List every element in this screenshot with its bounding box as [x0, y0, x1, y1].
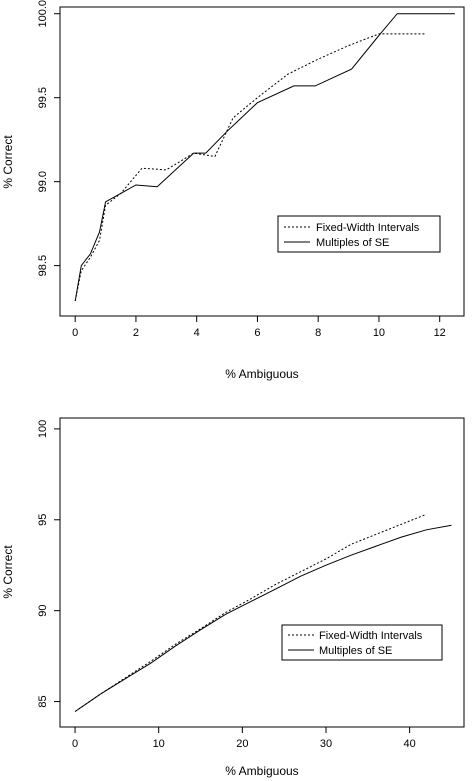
x-axis-label-2: % Ambiguous — [225, 764, 298, 778]
x-axis-label-1: % Ambiguous — [225, 367, 298, 381]
y-axis-1: 98.5 99.0 99.5 100.0 — [37, 0, 60, 276]
legend-1: Fixed-Width Intervals Multiples of SE — [277, 215, 441, 253]
legend-label-multiples-se-1: Multiples of SE — [316, 237, 389, 249]
x-tick-label-1-5: 10 — [373, 327, 385, 339]
series-line-2-fixed-width — [74, 513, 427, 712]
x-tick-label-2-2: 20 — [236, 738, 248, 750]
legend-label-fixed-width-1: Fixed-Width Intervals — [316, 222, 420, 234]
plot-frame-2 — [59, 417, 465, 728]
series-line-1-multiples-se — [74, 13, 455, 301]
series-group-2 — [74, 513, 452, 712]
legend-2: Fixed-Width Intervals Multiples of SE — [281, 624, 443, 661]
y-axis-label-1: % Correct — [1, 135, 15, 189]
series-line-1-fixed-width — [74, 33, 425, 301]
x-tick-label-1-1: 2 — [133, 327, 139, 339]
chart-panel-2: 0 10 20 30 40 85 90 95 100 % Ambiguous % Correc… — [1, 417, 465, 778]
y-axis-2: 85 90 95 100 — [37, 420, 60, 708]
y-tick-label-2-2: 95 — [37, 514, 49, 526]
x-tick-label-2-0: 0 — [72, 738, 78, 750]
plot-frame-1 — [59, 6, 465, 317]
x-tick-label-1-4: 8 — [315, 327, 321, 339]
x-tick-label-1-3: 6 — [254, 327, 260, 339]
legend-label-multiples-se-2: Multiples of SE — [319, 645, 392, 657]
x-tick-label-1-6: 12 — [434, 327, 446, 339]
legend-box-1 — [277, 215, 441, 253]
y-tick-label-2-0: 85 — [37, 695, 49, 707]
y-tick-label-2-1: 90 — [37, 605, 49, 617]
y-tick-label-2-3: 100 — [37, 420, 49, 438]
x-axis-1: 0 2 4 6 8 10 12 — [72, 316, 446, 339]
series-group-1 — [74, 13, 455, 301]
y-tick-label-1-1: 99.0 — [37, 171, 49, 192]
legend-box-2 — [281, 624, 443, 661]
y-tick-label-1-0: 98.5 — [37, 255, 49, 276]
x-tick-label-1-0: 0 — [72, 327, 78, 339]
x-tick-label-2-1: 10 — [153, 738, 165, 750]
y-tick-label-1-2: 99.5 — [37, 87, 49, 108]
y-axis-label-2: % Correct — [1, 545, 15, 599]
x-tick-label-1-2: 4 — [194, 327, 200, 339]
x-axis-2: 0 10 20 30 40 — [72, 727, 416, 750]
x-tick-label-2-4: 40 — [404, 738, 416, 750]
y-tick-label-1-3: 100.0 — [37, 0, 49, 27]
series-line-2-multiples-se — [74, 524, 452, 712]
x-tick-label-2-3: 30 — [320, 738, 332, 750]
legend-label-fixed-width-2: Fixed-Width Intervals — [319, 630, 423, 642]
